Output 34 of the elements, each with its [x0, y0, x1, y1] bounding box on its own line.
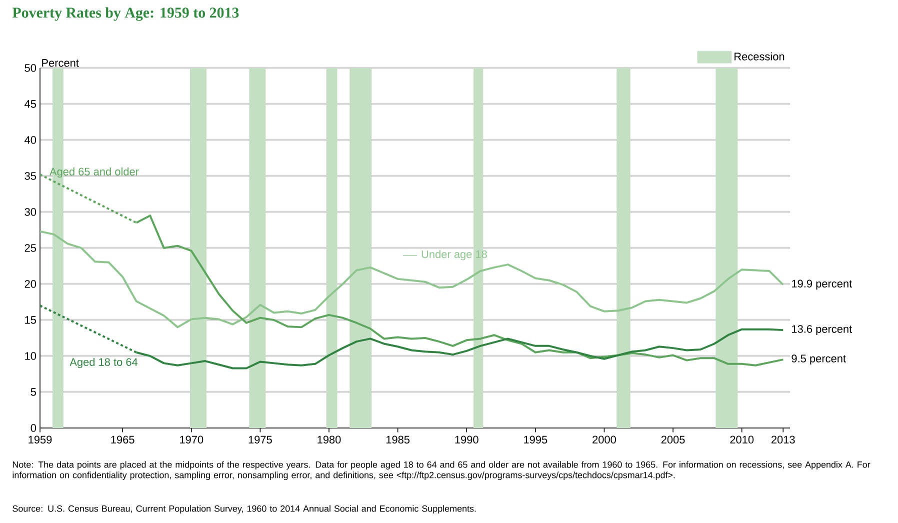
- legend-label: Under age 18: [422, 250, 487, 260]
- data-label: 19.9 percent: [792, 280, 852, 290]
- y-tick-label: 40: [24, 136, 36, 144]
- x-tick-label: 2010: [730, 436, 754, 444]
- text: Note: The data points are placed at the midpoints of the respective years. Data for people aged 18 to 64 and 65 and older are not available from 1960 to 1965. For information on recessions, see Appendix A. For information on confidentiality protection, sampling error, nonsampling error, and definitions, see <ftp://ftp2.census.gov/programs-surveys/cps/techdocs/cpsmar14.pdf>.: [12, 461, 870, 480]
- y-tick-label: 50: [24, 64, 36, 72]
- legend-label: Recession: [734, 52, 784, 60]
- x-tick-label: 1975: [248, 436, 272, 444]
- y-tick-label: 15: [25, 316, 36, 324]
- x-tick-label: 2013: [771, 436, 795, 444]
- series-label: Aged 18 to 64: [70, 358, 138, 368]
- x-tick-label: 1965: [111, 436, 134, 444]
- y-tick-label: 25: [24, 244, 36, 252]
- x-tick-label: 1985: [386, 436, 410, 444]
- y-tick-label: 35: [24, 172, 36, 180]
- x-tick-label: 1990: [455, 436, 478, 444]
- y-tick-label: 30: [24, 208, 36, 216]
- x-tick-label: 1995: [524, 436, 548, 444]
- x-tick-label: 1959: [28, 436, 52, 444]
- source-note: Source: U.S. Census Bureau, Current Population Survey, 1960 to 2014 Annual Social and Economic Supplements.: [12, 505, 476, 514]
- x-tick-label: 2000: [592, 436, 616, 444]
- x-tick-label: 1970: [180, 436, 204, 444]
- chart-title: Poverty Rates by Age: 1959 to 2013: [12, 7, 239, 21]
- y-axis-title: Percent: [42, 59, 79, 67]
- y-tick-label: 0: [30, 424, 36, 432]
- y-tick-label: 5: [30, 388, 36, 396]
- x-tick-label: 1980: [318, 436, 341, 444]
- y-tick-label: 45: [24, 100, 36, 108]
- x-tick-label: 2005: [661, 436, 685, 444]
- text: Aged 65 and older: [49, 167, 139, 178]
- data-label: 13.6 percent: [792, 325, 852, 336]
- y-tick-label: 10: [25, 352, 36, 360]
- y-tick-label: 20: [24, 280, 36, 288]
- data-label: 9.5 percent: [792, 354, 846, 365]
